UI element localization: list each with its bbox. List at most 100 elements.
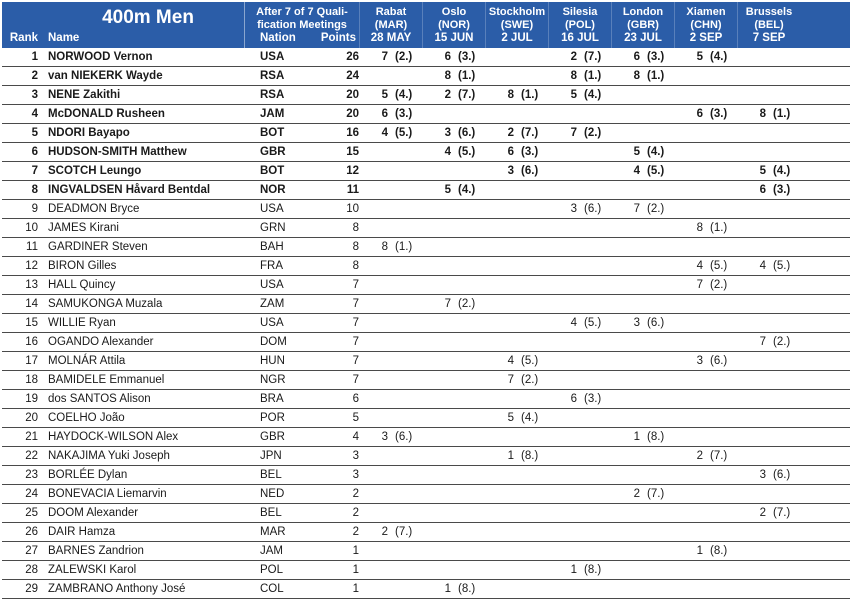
result-place: (7.) bbox=[773, 507, 791, 519]
result-place bbox=[514, 504, 521, 522]
nation-cell: USA bbox=[260, 51, 285, 63]
result-cell-brussels: 7 (2.) bbox=[737, 333, 800, 351]
result-place bbox=[766, 219, 773, 237]
result-place: (2.) bbox=[773, 336, 791, 348]
result-place: (1.) bbox=[647, 70, 665, 82]
result-place: (6.) bbox=[647, 317, 665, 329]
result-cell-rabat bbox=[359, 371, 422, 389]
result-place bbox=[766, 314, 773, 332]
result-points: 4 bbox=[759, 260, 766, 272]
result-points bbox=[548, 352, 577, 370]
result-place bbox=[703, 504, 710, 522]
result-place bbox=[766, 200, 773, 218]
result-place bbox=[577, 523, 584, 541]
points-cell: 3 bbox=[352, 469, 359, 481]
row-spacer bbox=[800, 447, 850, 465]
row-spacer bbox=[800, 48, 850, 66]
result-cell-silesia: 2 (7.) bbox=[548, 48, 611, 66]
result-cell-london bbox=[611, 371, 674, 389]
result-points bbox=[422, 352, 451, 370]
result-place: (3.) bbox=[773, 184, 791, 196]
result-points bbox=[674, 238, 703, 256]
result-cell-xiamen bbox=[674, 504, 737, 522]
result-cell-stockholm bbox=[485, 238, 548, 256]
result-cell-london: 8 (1.) bbox=[611, 67, 674, 85]
name-cell: NENE Zakithi bbox=[48, 89, 121, 101]
table-body: 1 NORWOOD Vernon USA 26 7 (2.) 6 (3.) 2 (7.) 6 (3.)… bbox=[2, 48, 850, 599]
nation-cell: COL bbox=[260, 583, 284, 595]
table-row: 25 DOOM Alexander BEL 2 2 (7.) bbox=[2, 504, 850, 523]
name-cell: JAMES Kirani bbox=[48, 222, 119, 234]
result-place bbox=[640, 352, 647, 370]
points-column-header: Points bbox=[320, 32, 356, 44]
result-cell-rabat: 2 (7.) bbox=[359, 523, 422, 541]
result-cell-oslo bbox=[422, 390, 485, 408]
name-cell: van NIEKERK Wayde bbox=[48, 70, 163, 82]
result-place bbox=[388, 257, 395, 275]
row-spacer bbox=[800, 276, 850, 294]
nation-cell: JPN bbox=[260, 450, 282, 462]
result-place bbox=[640, 181, 647, 199]
result-points: 2 bbox=[759, 507, 766, 519]
result-place: (5.) bbox=[584, 317, 602, 329]
result-points bbox=[359, 200, 388, 218]
meeting-city: Stockholm bbox=[488, 6, 546, 18]
result-points bbox=[548, 105, 577, 123]
result-place: (1.) bbox=[395, 241, 413, 253]
result-place bbox=[766, 86, 773, 104]
result-points bbox=[485, 333, 514, 351]
meeting-column-header-rabat: Rabat (MAR) 28 MAY bbox=[359, 2, 422, 48]
result-place bbox=[703, 238, 710, 256]
row-spacer bbox=[800, 580, 850, 598]
result-points bbox=[359, 314, 388, 332]
result-cell-london bbox=[611, 219, 674, 237]
result-points bbox=[359, 466, 388, 484]
meeting-column-header-silesia: Silesia (POL) 16 JUL bbox=[548, 2, 611, 48]
result-points bbox=[737, 295, 766, 313]
result-cell-stockholm bbox=[485, 580, 548, 598]
rank-cell: 16 bbox=[25, 336, 38, 348]
result-place bbox=[451, 542, 458, 560]
result-place bbox=[451, 219, 458, 237]
result-points: 3 bbox=[633, 317, 640, 329]
name-cell: GARDINER Steven bbox=[48, 241, 148, 253]
result-points: 8 bbox=[381, 241, 388, 253]
result-cell-xiamen bbox=[674, 466, 737, 484]
result-cell-rabat: 8 (1.) bbox=[359, 238, 422, 256]
result-points bbox=[485, 561, 514, 579]
result-place bbox=[703, 143, 710, 161]
result-points bbox=[485, 276, 514, 294]
result-cell-silesia bbox=[548, 333, 611, 351]
result-place: (5.) bbox=[521, 355, 539, 367]
result-cell-rabat bbox=[359, 333, 422, 351]
nation-cell: NED bbox=[260, 488, 285, 500]
result-points bbox=[485, 200, 514, 218]
result-cell-oslo: 3 (6.) bbox=[422, 124, 485, 142]
result-points bbox=[359, 371, 388, 389]
result-points: 4 bbox=[507, 355, 514, 367]
result-cell-stockholm bbox=[485, 333, 548, 351]
result-cell-stockholm: 1 (8.) bbox=[485, 447, 548, 465]
result-cell-oslo: 5 (4.) bbox=[422, 181, 485, 199]
result-cell-oslo bbox=[422, 333, 485, 351]
result-points bbox=[737, 561, 766, 579]
meeting-nation: (MAR) bbox=[374, 19, 408, 31]
row-spacer bbox=[800, 409, 850, 427]
result-cell-london bbox=[611, 523, 674, 541]
points-cell: 11 bbox=[346, 184, 359, 196]
result-cell-silesia bbox=[548, 219, 611, 237]
name-cell: MOLNÁR Attila bbox=[48, 355, 126, 367]
result-cell-silesia bbox=[548, 542, 611, 560]
row-spacer bbox=[800, 257, 850, 275]
result-points bbox=[422, 257, 451, 275]
result-place bbox=[766, 580, 773, 598]
result-place bbox=[514, 580, 521, 598]
result-points bbox=[548, 143, 577, 161]
nation-cell: NGR bbox=[260, 374, 286, 386]
result-cell-oslo: 2 (7.) bbox=[422, 86, 485, 104]
result-place bbox=[451, 504, 458, 522]
result-place bbox=[514, 67, 521, 85]
table-row: 27 BARNES Zandrion JAM 1 1 (8.) bbox=[2, 542, 850, 561]
result-cell-oslo bbox=[422, 561, 485, 579]
result-points bbox=[422, 105, 451, 123]
